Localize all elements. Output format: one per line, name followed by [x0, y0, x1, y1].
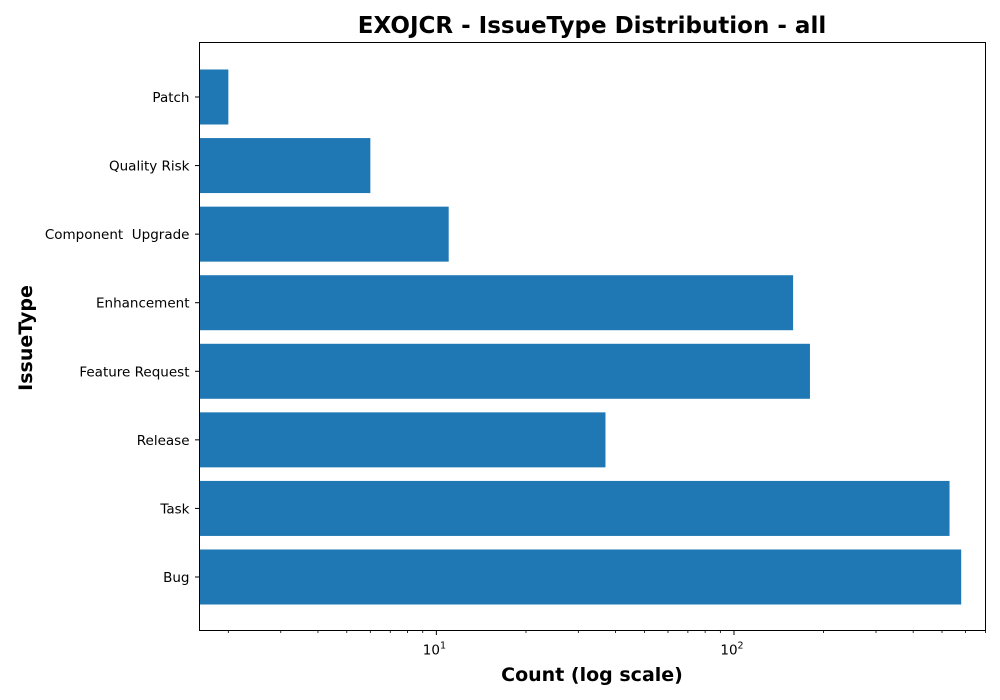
y-tick-label: Quality Risk — [109, 159, 190, 175]
x-ticks: 101 102 — [227, 630, 986, 659]
y-axis-label: IssueType — [15, 285, 37, 391]
y-tick-label: Enhancement — [96, 296, 190, 312]
y-tick-label: Release — [137, 433, 190, 449]
bar-patch — [199, 69, 229, 125]
bars-layer — [199, 69, 962, 605]
y-tick-label: Bug — [163, 570, 189, 586]
bar-quality-risk — [199, 138, 371, 194]
y-tick-label: Component Upgrade — [45, 227, 190, 243]
bar-component-upgrade — [199, 206, 449, 262]
bar-bug — [199, 549, 962, 605]
chart-title: EXOJCR - IssueType Distribution - all — [358, 13, 826, 39]
bar-feature-request — [199, 343, 810, 399]
y-ticks: Bug Task Release Feature Request Enhancement… — [45, 90, 200, 586]
y-tick-label: Feature Request — [79, 364, 189, 380]
y-tick-label: Task — [159, 501, 189, 517]
bar-enhancement — [199, 275, 794, 331]
bar-release — [199, 412, 606, 468]
y-tick-label: Patch — [152, 90, 189, 106]
x-axis-label: Count (log scale) — [501, 664, 683, 686]
x-tick-label: 102 — [720, 641, 743, 659]
x-tick-label: 101 — [423, 641, 446, 659]
plot-frame — [199, 42, 986, 631]
bar-task — [199, 480, 950, 536]
